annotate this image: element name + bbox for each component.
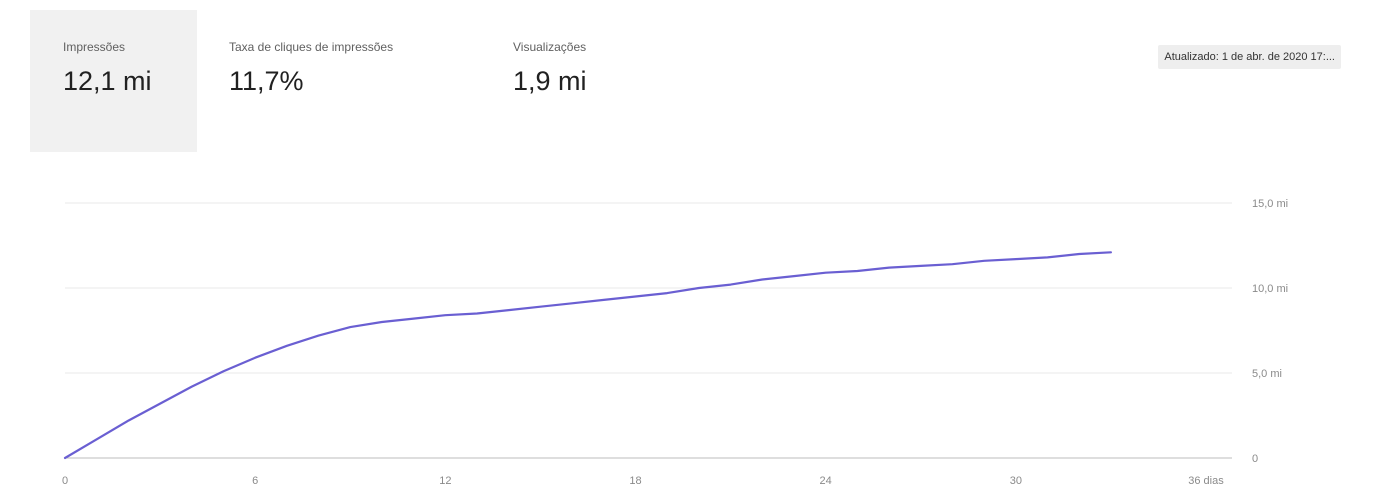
x-tick-label: 24 — [820, 475, 832, 487]
x-tick-label: 30 — [1010, 475, 1022, 487]
x-tick-label: 12 — [439, 475, 451, 487]
updated-badge: Atualizado: 1 de abr. de 2020 17:... — [1158, 45, 1341, 69]
series-line-impressions — [63, 251, 1113, 460]
tab-views-label: Visualizações — [513, 40, 587, 54]
analytics-card: Impressões 12,1 mi Taxa de cliques de im… — [30, 10, 1365, 500]
x-tick-label: 36 dias — [1188, 475, 1224, 487]
x-tick-label: 18 — [629, 475, 641, 487]
tab-views-value: 1,9 mi — [513, 66, 587, 96]
tab-ctr-value: 11,7% — [229, 66, 304, 96]
tab-impressions[interactable]: Impressões 12,1 mi — [30, 10, 197, 152]
x-tick-label: 0 — [62, 475, 68, 487]
line-chart: 0 5,0 mi 10,0 mi 15,0 mi 0 6 12 18 24 30 36 dias — [62, 198, 1288, 487]
tab-views[interactable]: Visualizações 1,9 mi — [487, 10, 687, 152]
y-tick-label: 5,0 mi — [1252, 368, 1282, 380]
tab-impressions-value: 12,1 mi — [63, 66, 152, 96]
tab-impressions-label: Impressões — [63, 40, 126, 54]
tab-ctr-label: Taxa de cliques de impressões — [229, 40, 394, 54]
metric-tabs: Impressões 12,1 mi Taxa de cliques de im… — [30, 10, 687, 152]
y-tick-label: 0 — [1252, 453, 1258, 465]
y-tick-label: 10,0 mi — [1252, 283, 1288, 295]
x-tick-label: 6 — [252, 475, 258, 487]
y-tick-label: 15,0 mi — [1252, 198, 1288, 210]
tab-ctr[interactable]: Taxa de cliques de impressões 11,7% — [197, 10, 487, 152]
